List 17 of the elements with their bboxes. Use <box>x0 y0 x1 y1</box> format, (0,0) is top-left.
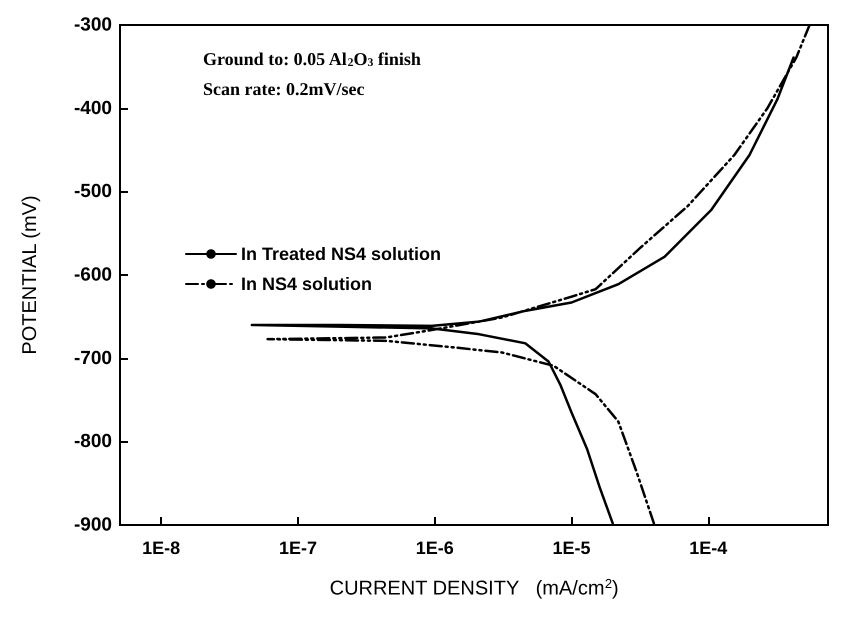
y-tick-label: -500 <box>74 181 112 202</box>
y-tick-label: -600 <box>74 264 112 286</box>
legend-label: In Treated NS4 solution <box>241 244 442 264</box>
x-tick-label: 1E-8 <box>142 538 180 558</box>
x-tick-label: 1E-7 <box>278 538 317 558</box>
y-tick-label: -700 <box>74 348 112 369</box>
y-tick-label: -400 <box>74 98 112 119</box>
x-tick-label: 1E-4 <box>689 538 728 558</box>
x-tick-label: 1E-5 <box>552 538 591 558</box>
y-tick-label: -800 <box>74 431 112 452</box>
y-tick-label: -300 <box>74 14 112 36</box>
x-tick-label: 1E-6 <box>416 538 454 558</box>
annotation: Ground to: 0.05 Al2O3 finish <box>203 49 421 70</box>
legend-label: In NS4 solution <box>241 274 372 294</box>
annotation: Scan rate: 0.2mV/sec <box>203 79 364 99</box>
y-tick-label: -900 <box>74 514 112 536</box>
y-axis-title: POTENTIAL (mV) <box>19 195 41 355</box>
